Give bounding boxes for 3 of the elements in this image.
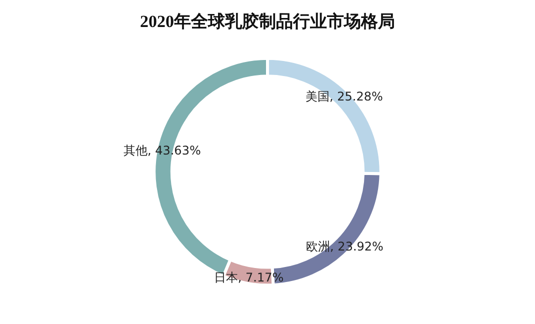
chart-title: 2020年全球乳胶制品行业市场格局 [140,12,395,31]
slice-label: 日本, 7.17% [214,270,284,285]
slice-label: 美国, 25.28% [305,89,383,104]
